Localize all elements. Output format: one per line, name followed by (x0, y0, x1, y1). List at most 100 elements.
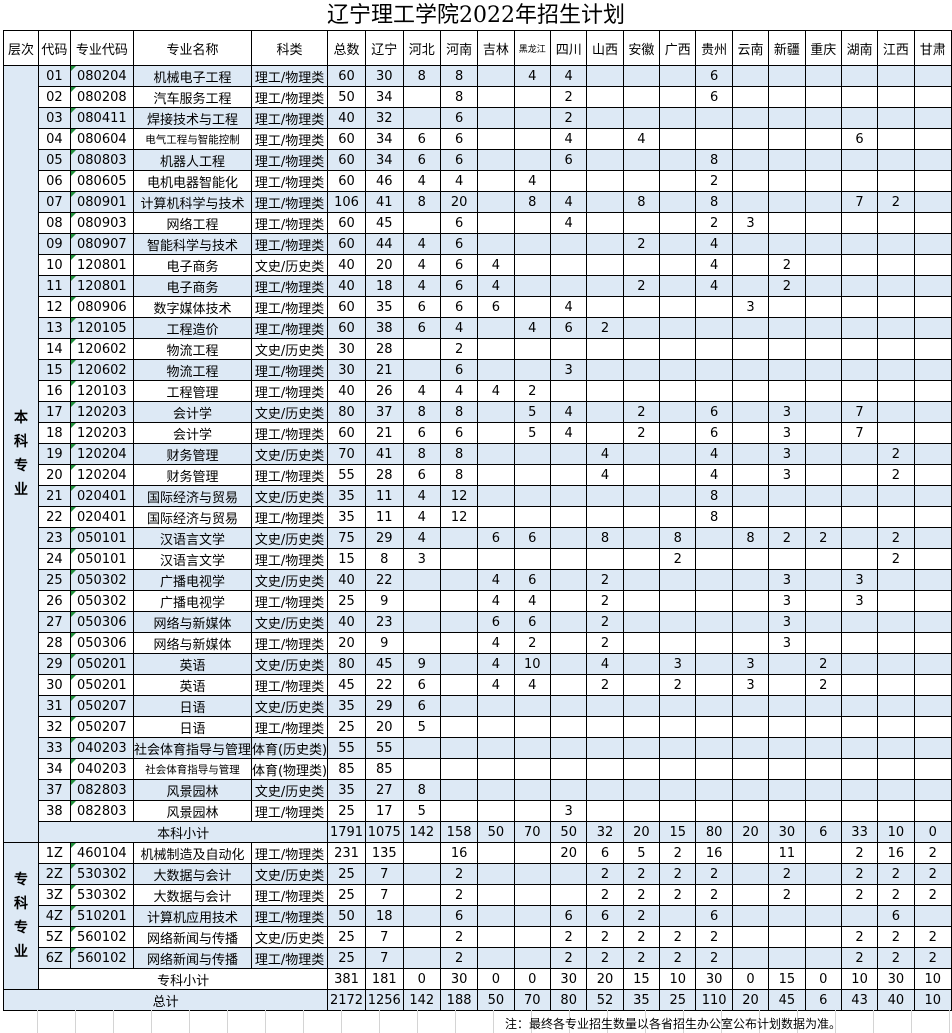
total-value[interactable]: 188 (439, 989, 479, 1011)
cell-province-count[interactable] (659, 149, 697, 171)
cell-province-count[interactable] (840, 212, 879, 234)
cell-province-count[interactable]: 6 (402, 695, 441, 717)
cell-province-count[interactable]: 8 (439, 401, 479, 423)
cell-province-count[interactable]: 16 (877, 842, 915, 864)
cell-province-count[interactable] (622, 212, 661, 234)
cell-province-count[interactable] (550, 863, 588, 885)
cell-province-count[interactable]: 2 (586, 884, 624, 906)
cell-province-count[interactable] (622, 485, 661, 507)
cell-province-count[interactable]: 2 (840, 842, 879, 864)
cell-province-count[interactable]: 6 (402, 674, 441, 696)
cell-province-count[interactable]: 29 (364, 695, 404, 717)
cell-province-count[interactable] (513, 506, 552, 528)
cell-province-count[interactable]: 2 (768, 275, 806, 297)
subtotal-value[interactable]: 1791 (327, 821, 366, 843)
cell-province-count[interactable] (768, 800, 806, 822)
cell-province-count[interactable]: 18 (364, 275, 404, 297)
cell-province-count[interactable]: 7 (364, 884, 404, 906)
cell-province-count[interactable]: 2 (840, 947, 879, 969)
cell-total-count[interactable]: 60 (327, 149, 366, 171)
cell-province-count[interactable] (804, 254, 842, 276)
cell-province-count[interactable]: 32 (364, 107, 404, 129)
cell-major-code[interactable]: 050101 (69, 527, 134, 549)
cell-province-count[interactable] (768, 359, 806, 381)
subtotal-value[interactable]: 30 (550, 968, 588, 990)
cell-province-count[interactable]: 6 (439, 905, 479, 927)
cell-province-count[interactable]: 5 (513, 422, 552, 444)
cell-province-count[interactable]: 2 (586, 611, 624, 633)
cell-province-count[interactable] (513, 926, 552, 948)
cell-province-count[interactable] (477, 863, 515, 885)
cell-province-count[interactable]: 2 (659, 926, 697, 948)
cell-total-count[interactable]: 35 (327, 485, 366, 507)
cell-subject-category[interactable]: 体育(物理类) (250, 758, 329, 780)
cell-major-code[interactable]: 082803 (69, 800, 134, 822)
cell-row-code[interactable]: 02 (38, 86, 71, 108)
cell-province-count[interactable]: 8 (586, 527, 624, 549)
cell-province-count[interactable] (731, 632, 770, 654)
cell-total-count[interactable]: 40 (327, 254, 366, 276)
cell-major-code[interactable]: 080903 (69, 212, 134, 234)
cell-total-count[interactable]: 25 (327, 863, 366, 885)
cell-major-code[interactable]: 120103 (69, 380, 134, 402)
cell-province-count[interactable]: 3 (768, 611, 806, 633)
cell-province-count[interactable]: 2 (622, 905, 661, 927)
cell-province-count[interactable] (840, 443, 879, 465)
cell-province-count[interactable] (768, 674, 806, 696)
cell-major-name[interactable]: 会计学 (132, 401, 252, 423)
cell-major-code[interactable]: 560102 (69, 926, 134, 948)
cell-subject-category[interactable]: 文史/历史类 (250, 926, 329, 948)
cell-province-count[interactable]: 2 (439, 863, 479, 885)
column-header[interactable]: 河北 (402, 30, 441, 66)
cell-province-count[interactable]: 2 (659, 548, 697, 570)
cell-province-count[interactable]: 2 (439, 947, 479, 969)
cell-province-count[interactable] (622, 170, 661, 192)
cell-major-name[interactable]: 财务管理 (132, 443, 252, 465)
cell-province-count[interactable] (840, 65, 879, 87)
cell-province-count[interactable] (659, 422, 697, 444)
cell-province-count[interactable] (913, 800, 952, 822)
cell-province-count[interactable] (913, 590, 952, 612)
cell-major-name[interactable]: 物流工程 (132, 338, 252, 360)
cell-subject-category[interactable]: 理工/物理类 (250, 884, 329, 906)
cell-province-count[interactable] (695, 716, 733, 738)
cell-province-count[interactable]: 3 (731, 653, 770, 675)
cell-province-count[interactable] (439, 758, 479, 780)
cell-province-count[interactable]: 8 (695, 149, 733, 171)
cell-province-count[interactable]: 6 (439, 149, 479, 171)
column-header[interactable]: 新疆 (768, 30, 806, 66)
cell-province-count[interactable] (731, 800, 770, 822)
cell-province-count[interactable] (659, 464, 697, 486)
cell-major-name[interactable]: 风景园林 (132, 800, 252, 822)
cell-major-name[interactable]: 广播电视学 (132, 590, 252, 612)
cell-row-code[interactable]: 27 (38, 611, 71, 633)
cell-province-count[interactable] (804, 485, 842, 507)
cell-province-count[interactable]: 2 (586, 632, 624, 654)
cell-province-count[interactable] (659, 128, 697, 150)
cell-province-count[interactable] (877, 296, 915, 318)
cell-province-count[interactable] (913, 674, 952, 696)
cell-province-count[interactable] (840, 254, 879, 276)
cell-province-count[interactable] (804, 233, 842, 255)
cell-province-count[interactable] (804, 359, 842, 381)
cell-province-count[interactable] (768, 380, 806, 402)
cell-province-count[interactable] (731, 401, 770, 423)
cell-province-count[interactable] (402, 569, 441, 591)
cell-province-count[interactable] (550, 590, 588, 612)
cell-province-count[interactable] (622, 779, 661, 801)
cell-province-count[interactable]: 4 (402, 254, 441, 276)
cell-row-code[interactable]: 3Z (38, 884, 71, 906)
cell-province-count[interactable] (439, 695, 479, 717)
cell-province-count[interactable] (768, 149, 806, 171)
cell-province-count[interactable] (622, 632, 661, 654)
cell-province-count[interactable]: 2 (768, 884, 806, 906)
cell-province-count[interactable] (513, 86, 552, 108)
cell-province-count[interactable] (695, 611, 733, 633)
cell-province-count[interactable]: 4 (477, 590, 515, 612)
cell-province-count[interactable] (695, 380, 733, 402)
cell-province-count[interactable] (513, 695, 552, 717)
cell-province-count[interactable] (731, 380, 770, 402)
cell-province-count[interactable]: 2 (877, 191, 915, 213)
cell-province-count[interactable]: 4 (513, 674, 552, 696)
cell-province-count[interactable] (513, 905, 552, 927)
